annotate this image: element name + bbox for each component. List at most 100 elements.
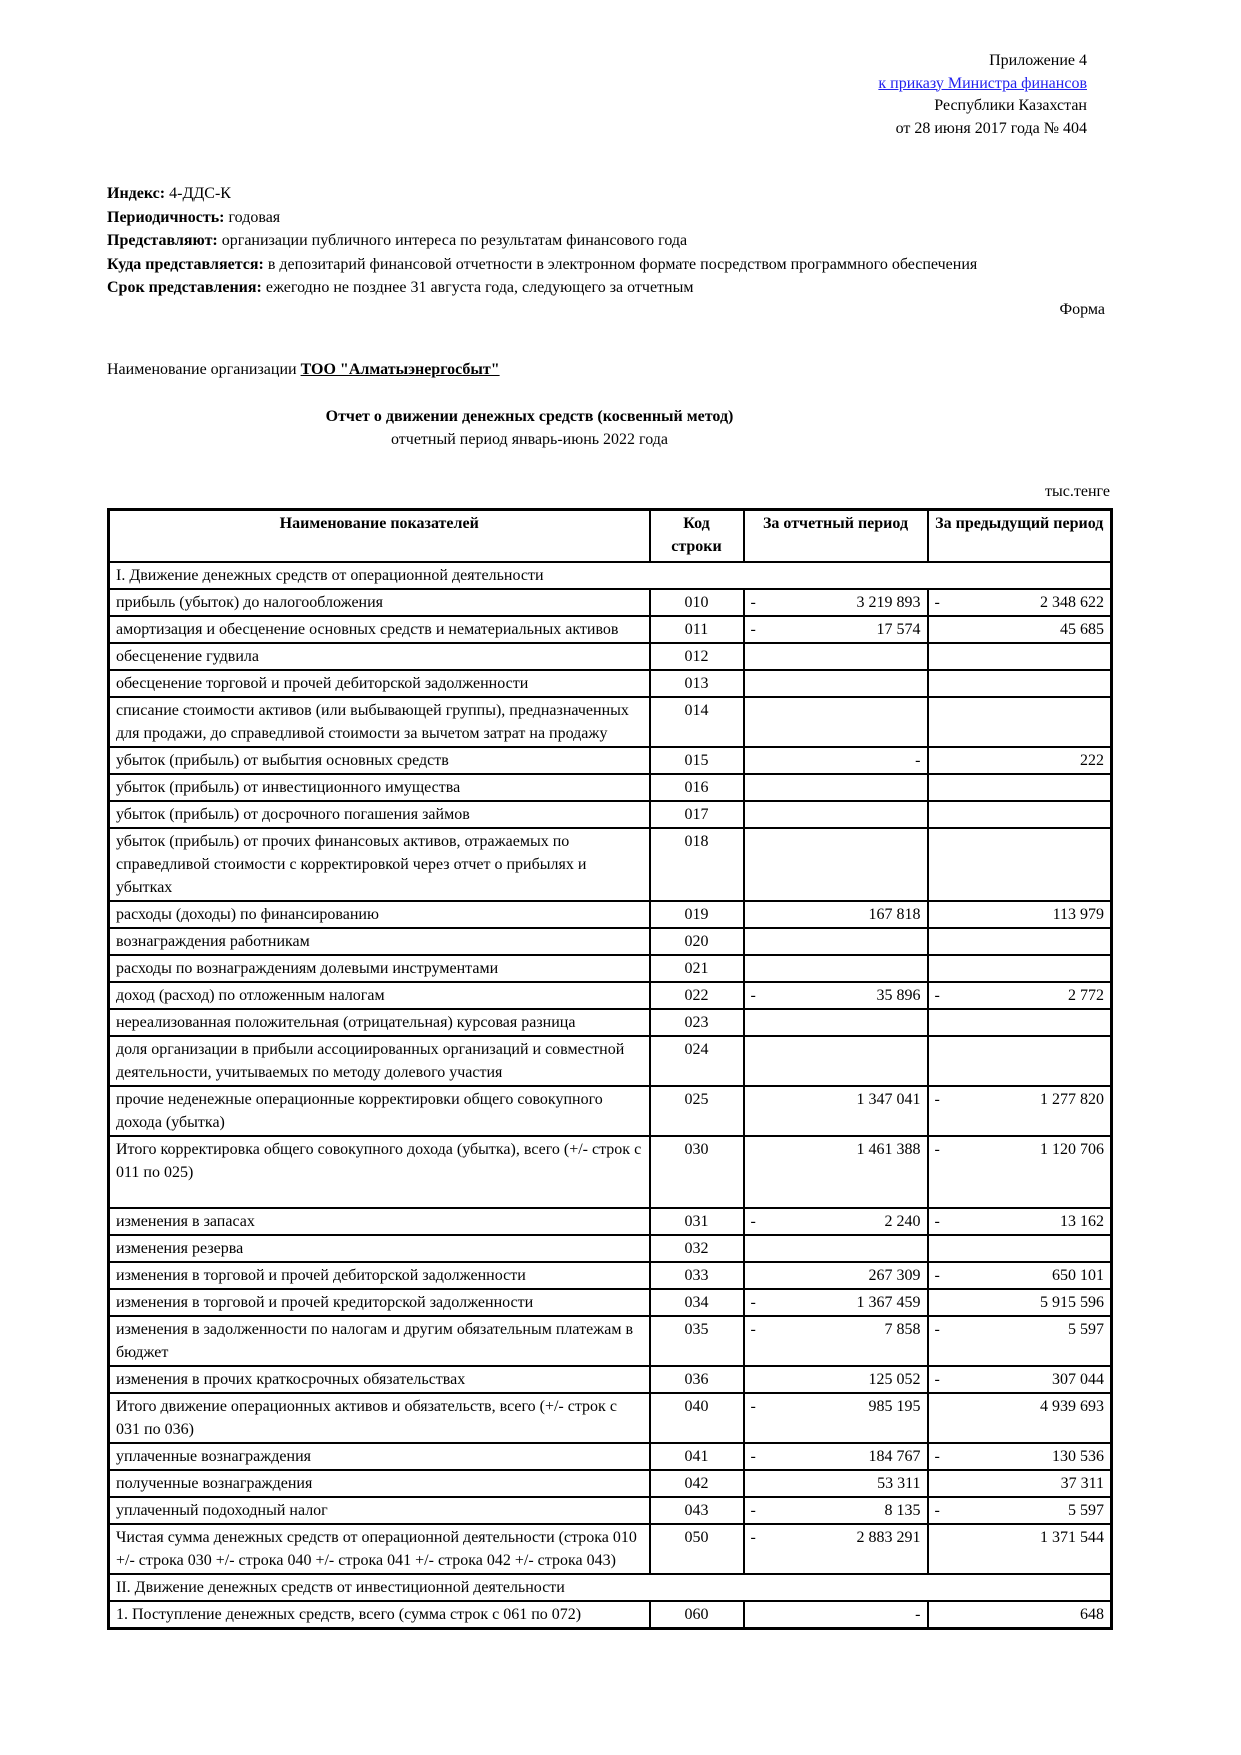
meta-index-value: 4-ДДС-К [169,185,231,202]
report-table-rows: I. Движение денежных средств от операцио… [107,560,1113,1629]
cell-label: уплаченный подоходный налог [107,1495,651,1525]
table-row: прочие неденежные операционные корректир… [107,1084,1113,1137]
cell-label: расходы по вознаграждениям долевыми инст… [107,953,651,983]
cell-previous: - 1 120 706 [926,1134,1113,1209]
report-subtitle: отчетный период январь-июнь 2022 года [390,430,668,448]
cell-code: 020 [648,926,745,956]
cell-previous: - 1 277 820 [926,1084,1113,1137]
cell-current: - 7 858 [742,1314,929,1367]
cell-current [742,926,929,956]
org-name: ТОО "Алматыэнергосбыт" [300,360,500,378]
meta-periodicity: Периодичность: годовая [107,206,987,230]
cell-current: 267 309 [742,1260,929,1290]
cell-previous-value: 113 979 [1052,905,1104,923]
table-row: 1. Поступление денежных средств, всего (… [107,1599,1113,1629]
cell-current: 1 347 041 [742,1084,929,1137]
cell-label: изменения в задолженности по налогам и д… [107,1314,651,1367]
cell-current-value: 1 347 041 [856,1090,921,1108]
cell-current-value: 53 311 [877,1474,921,1492]
table-row: обесценение торговой и прочей дебиторско… [107,668,1113,698]
meta-present: Представляют: организации публичного инт… [107,229,987,253]
cell-code: 019 [648,899,745,929]
report-table: Наименование показателей Код строки За о… [107,507,1113,1630]
cell-previous-value: 4 939 693 [1040,1397,1104,1415]
meta-block: Индекс: 4-ДДС-К Периодичность: годовая П… [107,182,987,300]
cell-previous-sign: - [934,986,940,1004]
cell-current: 1 461 388 [742,1134,929,1209]
cell-code: 050 [648,1522,745,1575]
cell-current-value: 184 767 [868,1447,921,1465]
cell-label: вознаграждения работникам [107,926,651,956]
cell-current [742,772,929,802]
cell-previous-value: 648 [1080,1605,1104,1623]
cell-code: 043 [648,1495,745,1525]
table-row: расходы по вознаграждениям долевыми инст… [107,953,1113,983]
table-row: доля организации в прибыли ассоциированн… [107,1034,1113,1087]
cell-previous: - 13 162 [926,1206,1113,1236]
cell-current: - 1 367 459 [742,1287,929,1317]
cell-previous [926,926,1113,956]
table-row: Итого движение операционных активов и об… [107,1391,1113,1444]
cell-label: амортизация и обесценение основных средс… [107,614,651,644]
cell-current-value: 985 195 [868,1397,921,1415]
cell-current: 167 818 [742,899,929,929]
table-row: амортизация и обесценение основных средс… [107,614,1113,644]
cell-code: 025 [648,1084,745,1137]
cell-current-sign: - [750,1528,756,1546]
cell-code: 031 [648,1206,745,1236]
cell-label: изменения в торговой и прочей дебиторско… [107,1260,651,1290]
meta-deadline-value: ежегодно не позднее 31 августа года, сле… [265,279,694,296]
table-row: доход (расход) по отложенным налогам 022… [107,980,1113,1010]
table-header-row: Наименование показателей Код строки За о… [107,508,1113,563]
cell-previous-sign: - [934,1370,940,1388]
cell-previous [926,772,1113,802]
cell-previous-sign: - [934,1447,940,1465]
cell-previous: - 5 597 [926,1495,1113,1525]
cell-previous [926,826,1113,902]
cell-current-value: 2 883 291 [856,1528,921,1546]
cell-code: 042 [648,1468,745,1498]
cell-previous-sign: - [934,1320,940,1338]
cell-current: 53 311 [742,1468,929,1498]
order-link[interactable]: к приказу Министра финансов [878,74,1087,92]
cell-current [742,1034,929,1087]
cell-current [742,826,929,902]
org-line: Наименование организации ТОО "Алматыэнер… [107,361,1241,379]
cell-label: изменения в запасах [107,1206,651,1236]
cell-current: - 17 574 [742,614,929,644]
col-header-previous-period: За предыдущий период [926,508,1113,563]
table-row: списание стоимости активов (или выбывающ… [107,695,1113,748]
appendix-line-3: Республики Казахстан [934,97,1087,114]
cell-previous [926,799,1113,829]
cell-previous: 1 371 544 [926,1522,1113,1575]
cell-label: убыток (прибыль) от досрочного погашения… [107,799,651,829]
cell-previous: 45 685 [926,614,1113,644]
cell-label: нереализованная положительная (отрицател… [107,1007,651,1037]
cell-previous: 113 979 [926,899,1113,929]
cell-current: - 35 896 [742,980,929,1010]
section-row: I. Движение денежных средств от операцио… [108,560,1112,590]
cell-current: - 3 219 893 [742,587,929,617]
cell-label: обесценение торговой и прочей дебиторско… [107,668,651,698]
cell-code: 015 [648,745,745,775]
cell-code: 030 [648,1134,745,1209]
cell-code: 036 [648,1364,745,1394]
table-row: прибыль (убыток) до налогообложения 010 … [107,587,1113,617]
cell-label: списание стоимости активов (или выбывающ… [107,695,651,748]
cell-label: изменения в торговой и прочей кредиторск… [107,1287,651,1317]
cell-current-value: - [915,1605,921,1623]
cell-label: изменения в прочих краткосрочных обязате… [107,1364,651,1394]
cell-current-sign: - [750,620,756,638]
cell-current: - [742,1599,929,1629]
cell-previous-value: 5 915 596 [1040,1293,1104,1311]
units-label: тыс.тенге [1045,482,1110,500]
cell-label: 1. Поступление денежных средств, всего (… [107,1599,651,1629]
cell-previous-value: 307 044 [1052,1370,1104,1388]
col-header-code: Код строки [648,508,745,563]
cell-code: 017 [648,799,745,829]
table-row: уплаченный подоходный налог 043 -8 135 -… [107,1495,1113,1525]
meta-present-label: Представляют: [107,232,218,249]
meta-periodicity-value: годовая [228,208,281,226]
cell-code: 024 [648,1034,745,1087]
cell-code: 060 [648,1599,745,1629]
